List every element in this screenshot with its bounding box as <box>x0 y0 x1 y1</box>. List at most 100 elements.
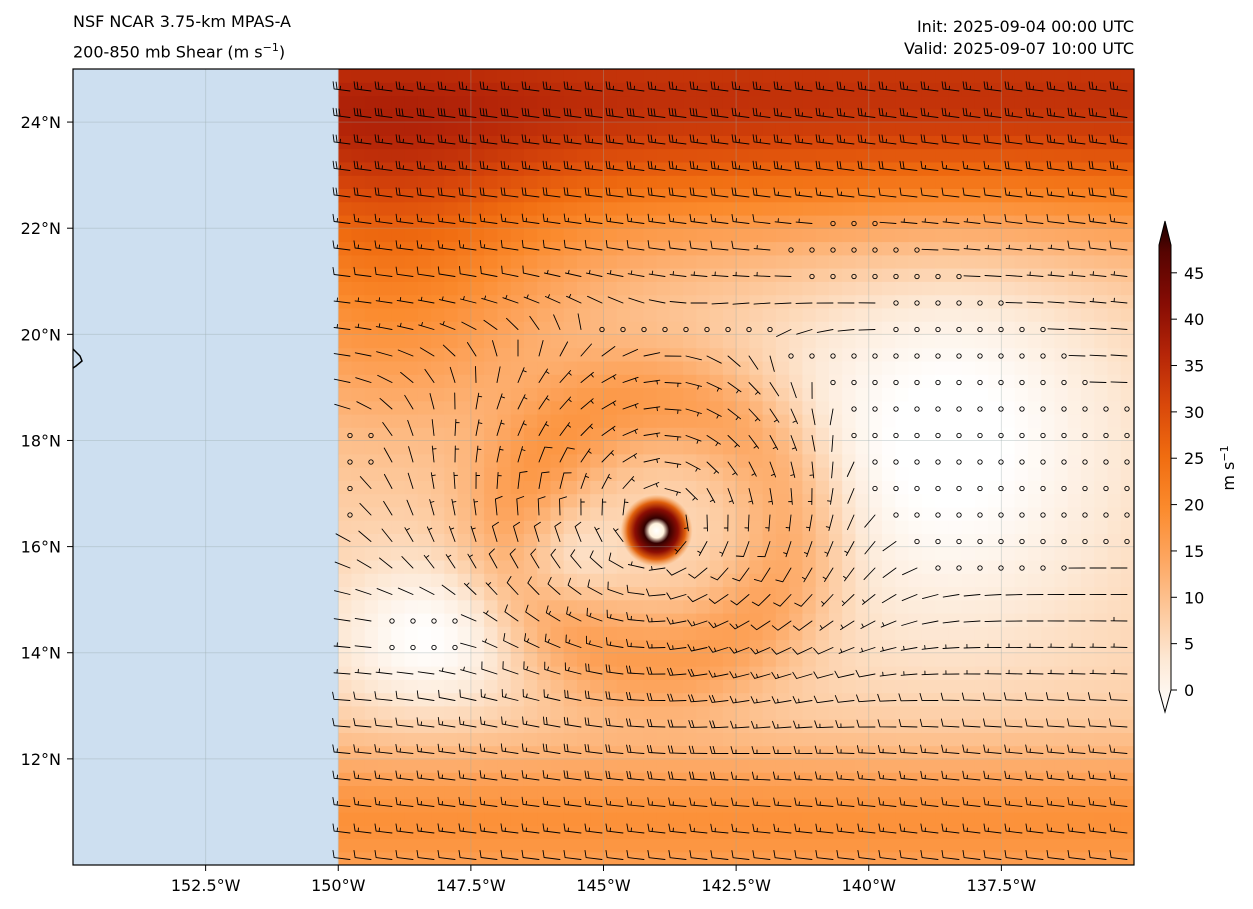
field-cell <box>815 639 830 654</box>
field-cell <box>709 95 724 110</box>
field-cell <box>1094 586 1109 601</box>
field-cell <box>417 533 432 548</box>
calm-circle <box>977 326 983 333</box>
field-cell <box>351 413 366 428</box>
wind-barb <box>708 694 729 703</box>
wind-barb <box>774 302 792 305</box>
field-cell <box>364 122 379 136</box>
wind-barb <box>822 567 834 582</box>
calm-circle <box>893 459 899 465</box>
wind-barb <box>374 213 393 224</box>
field-cell <box>590 785 605 800</box>
field-cell <box>669 586 684 601</box>
field-cell <box>842 586 857 601</box>
field-cell <box>948 559 963 574</box>
field-cell <box>736 520 750 534</box>
field-cell <box>1054 307 1069 322</box>
field-cell <box>523 122 538 136</box>
field-cell <box>1014 679 1029 694</box>
field-cell <box>908 732 923 747</box>
field-cell <box>510 705 525 720</box>
wind-barb <box>458 134 477 145</box>
wind-barb <box>668 160 687 171</box>
field-cell <box>669 228 684 243</box>
field-cell <box>842 347 857 362</box>
field-cell <box>431 413 445 428</box>
field-cell <box>1080 520 1095 534</box>
field-cell <box>563 453 578 468</box>
field-cell <box>1120 201 1134 216</box>
field-cell <box>1094 360 1109 375</box>
field-cell <box>391 334 406 349</box>
field-cell <box>510 360 525 375</box>
field-cell <box>643 387 658 402</box>
field-cell <box>616 374 631 388</box>
field-cell <box>988 573 1002 587</box>
wind-barb <box>521 823 540 834</box>
field-cell <box>815 758 830 773</box>
field-cell <box>1067 201 1082 216</box>
wind-barb <box>921 645 939 650</box>
field-cell <box>497 506 512 521</box>
field-cell <box>550 321 565 335</box>
field-cell <box>855 148 870 163</box>
field-cell <box>1014 520 1029 534</box>
field-cell <box>484 175 498 189</box>
wind-barb <box>752 797 771 807</box>
field-cell <box>1094 122 1109 136</box>
field-cell <box>378 493 392 508</box>
field-cell <box>550 135 565 150</box>
lon-tick-label: 147.5°W <box>436 876 506 895</box>
wind-barb <box>963 620 981 623</box>
field-cell <box>1094 228 1109 243</box>
field-cell <box>1120 506 1134 521</box>
field-cell <box>1041 732 1056 747</box>
wind-barb <box>461 321 477 330</box>
field-cell <box>868 573 883 587</box>
wind-barb <box>1025 81 1044 92</box>
field-cell <box>630 400 644 415</box>
wind-barb <box>942 670 960 675</box>
field-cell <box>815 400 830 415</box>
wind-barb <box>542 823 561 834</box>
field-cell <box>696 612 711 627</box>
field-cell <box>550 108 565 123</box>
field-cell <box>616 321 631 335</box>
wind-barb <box>792 620 813 631</box>
field-cell <box>364 281 379 296</box>
calm-circle <box>1019 512 1025 518</box>
field-cell <box>1001 705 1016 720</box>
field-cell <box>974 639 989 654</box>
wind-barb <box>559 496 567 516</box>
field-cell <box>1067 122 1082 136</box>
field-cell <box>404 440 419 455</box>
field-cell <box>338 493 353 508</box>
field-cell <box>351 546 366 561</box>
field-cell <box>457 95 472 110</box>
wind-barb <box>899 81 918 92</box>
wind-barb <box>772 746 792 754</box>
field-cell <box>1080 679 1095 694</box>
field-cell <box>630 785 644 800</box>
field-cell <box>656 811 671 826</box>
field-cell <box>1054 161 1069 176</box>
wind-barb <box>750 671 771 679</box>
field-cell <box>497 639 512 654</box>
field-cell <box>1027 201 1042 216</box>
wind-barb <box>553 314 561 330</box>
field-cell <box>921 732 936 747</box>
field-cell <box>523 705 538 720</box>
field-cell <box>1054 254 1069 269</box>
field-cell <box>882 294 896 309</box>
wind-barb <box>773 187 792 198</box>
field-cell <box>815 254 830 269</box>
wind-barb <box>847 488 855 504</box>
field-cell <box>444 626 459 641</box>
field-cell <box>444 307 459 322</box>
field-cell <box>404 241 419 256</box>
field-cell <box>1107 586 1122 601</box>
field-cell <box>550 586 565 601</box>
field-cell <box>696 719 711 733</box>
field-cell <box>643 413 658 428</box>
field-cell <box>510 758 525 773</box>
